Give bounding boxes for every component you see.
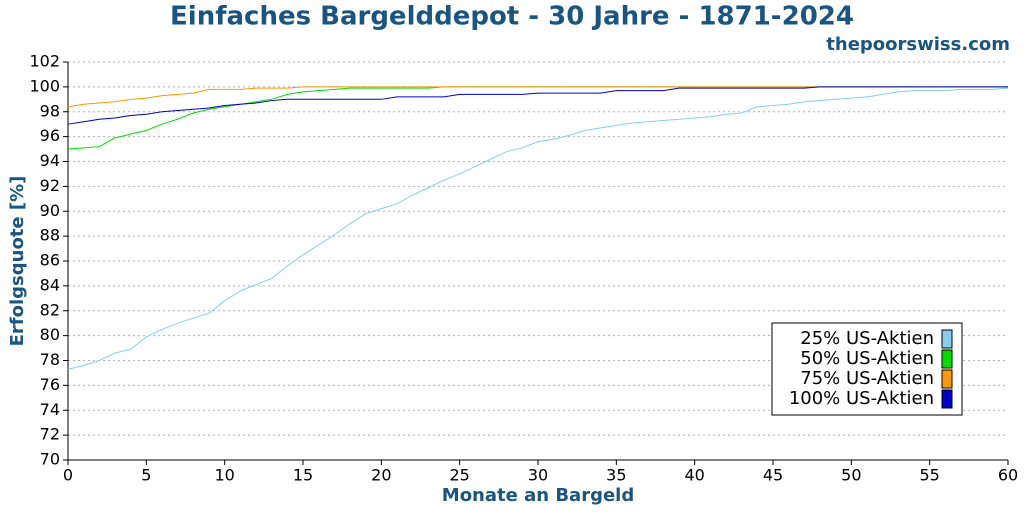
y-tick-label: 78 xyxy=(40,350,60,369)
x-tick-label: 35 xyxy=(606,466,626,485)
y-tick-label: 76 xyxy=(40,375,60,394)
series-line xyxy=(67,86,1008,125)
x-tick-label: 60 xyxy=(998,466,1018,485)
legend-box xyxy=(771,322,963,416)
y-tick-label: 80 xyxy=(40,325,60,344)
chart-subtitle: thepoorswiss.com xyxy=(826,34,1010,55)
x-tick-label: 50 xyxy=(841,466,861,485)
y-tick-label: 82 xyxy=(40,300,60,319)
y-tick-label: 94 xyxy=(40,151,60,170)
legend-swatch xyxy=(941,369,953,389)
x-tick-label: 20 xyxy=(371,466,391,485)
legend-swatch xyxy=(941,389,953,409)
legend-swatch xyxy=(941,329,953,349)
y-tick-label: 98 xyxy=(40,101,60,120)
legend-swatch xyxy=(941,349,953,369)
y-tick-label: 86 xyxy=(40,251,60,270)
x-axis-label: Monate an Bargeld xyxy=(442,485,634,506)
x-tick-label: 45 xyxy=(763,466,783,485)
y-tick-label: 70 xyxy=(40,450,60,469)
y-tick-label: 72 xyxy=(40,425,60,444)
axes xyxy=(67,62,1008,461)
legend-label: 50% US-Aktien xyxy=(800,348,934,369)
legend-label: 100% US-Aktien xyxy=(789,388,934,409)
y-tick-label: 100 xyxy=(29,76,60,95)
x-tick-label: 55 xyxy=(919,466,939,485)
y-tick-label: 96 xyxy=(40,126,60,145)
x-tick-label: 25 xyxy=(449,466,469,485)
y-tick-label: 74 xyxy=(40,400,60,419)
chart-title: Einfaches Bargelddepot - 30 Jahre - 1871… xyxy=(170,2,854,32)
y-tick-label: 84 xyxy=(40,275,60,294)
x-tick-label: 0 xyxy=(63,466,73,485)
y-axis-label: Erfolgsquote [%] xyxy=(7,176,28,347)
legend-label: 25% US-Aktien xyxy=(800,328,934,349)
x-tick-label: 15 xyxy=(293,466,313,485)
y-tick-label: 88 xyxy=(40,226,60,245)
legend-label: 75% US-Aktien xyxy=(800,368,934,389)
x-tick-label: 10 xyxy=(214,466,234,485)
series-line xyxy=(67,87,1009,370)
x-tick-label: 5 xyxy=(141,466,151,485)
x-tick-label: 40 xyxy=(684,466,704,485)
y-tick-label: 92 xyxy=(40,176,60,195)
y-tick-label: 90 xyxy=(40,201,60,220)
y-tick-label: 102 xyxy=(29,52,60,71)
x-tick-label: 30 xyxy=(528,466,548,485)
